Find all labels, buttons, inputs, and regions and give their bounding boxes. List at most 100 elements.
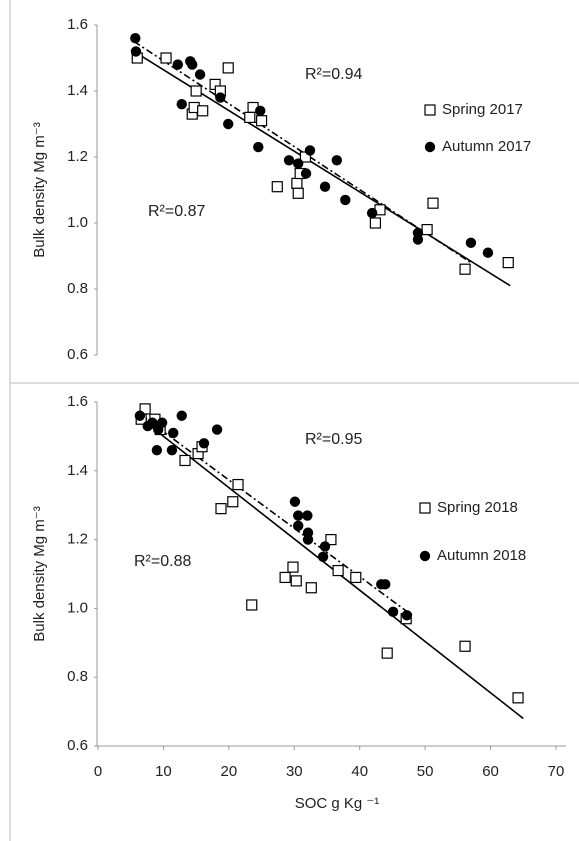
point — [421, 224, 433, 236]
annotation: R²=0.88 — [134, 553, 191, 570]
point — [381, 647, 393, 659]
x-axis-label: SOC g Kg ⁻¹ — [295, 795, 380, 812]
x-tick-label: 10 — [155, 763, 172, 780]
y-tick-label: 0.8 — [67, 280, 88, 297]
point — [290, 575, 302, 587]
point — [512, 692, 524, 704]
point — [279, 571, 291, 584]
point — [302, 510, 313, 521]
point — [179, 454, 191, 467]
y-tick-label: 1.6 — [67, 393, 88, 410]
trendline — [136, 411, 413, 616]
point — [292, 187, 304, 199]
point — [387, 606, 399, 618]
point — [232, 478, 244, 491]
point — [176, 99, 187, 110]
x-tick-label: 50 — [417, 763, 434, 780]
point — [427, 197, 439, 209]
point — [332, 564, 344, 577]
x-tick-label: 0 — [94, 763, 102, 780]
point — [130, 33, 141, 44]
point — [293, 510, 304, 521]
y-axis-label: Bulk density Mg m⁻³ — [31, 122, 48, 257]
legend-label: Autumn 2017 — [442, 138, 531, 155]
point — [369, 217, 382, 229]
point — [289, 496, 301, 507]
point — [302, 534, 314, 545]
point — [151, 444, 163, 456]
x-tick-label: 40 — [351, 763, 368, 780]
legend-marker — [419, 502, 431, 514]
annotation: R²=0.95 — [305, 431, 362, 448]
legend-label: Spring 2017 — [442, 101, 523, 118]
point — [293, 520, 304, 532]
point — [198, 438, 210, 449]
point — [215, 503, 227, 515]
point — [215, 92, 226, 103]
y-tick-label: 1.4 — [67, 462, 88, 479]
point — [227, 496, 239, 508]
point — [283, 155, 295, 166]
point — [134, 410, 146, 421]
point — [459, 640, 471, 652]
point — [255, 115, 268, 127]
point — [187, 59, 198, 70]
y-tick-label: 0.6 — [67, 346, 88, 363]
legend-marker — [419, 550, 431, 562]
y-tick-label: 1.2 — [67, 148, 88, 165]
point — [340, 194, 351, 206]
point — [255, 105, 266, 117]
point — [319, 541, 331, 552]
point — [459, 263, 471, 275]
x-tick-label: 60 — [482, 763, 499, 780]
point — [194, 69, 206, 80]
y-axis-label: Bulk density Mg m⁻³ — [31, 506, 48, 641]
point — [465, 237, 477, 248]
point — [130, 46, 142, 57]
x-tick-label: 30 — [286, 763, 303, 780]
point — [160, 52, 172, 64]
y-tick-label: 0.6 — [67, 737, 88, 754]
point — [380, 579, 391, 590]
legend-marker — [424, 141, 436, 153]
annotation: R²=0.87 — [148, 203, 205, 220]
point — [197, 105, 209, 117]
point — [223, 118, 234, 130]
legend-label: Autumn 2018 — [437, 547, 526, 564]
point — [287, 561, 299, 573]
point — [168, 427, 179, 439]
y-tick-label: 1.2 — [67, 531, 88, 548]
point — [211, 424, 223, 435]
point — [412, 234, 424, 245]
trendline — [133, 50, 511, 287]
point — [190, 85, 202, 97]
point — [366, 207, 378, 219]
y-tick-label: 1.0 — [67, 599, 88, 616]
point — [253, 141, 264, 153]
point — [317, 551, 329, 562]
x-tick-label: 20 — [221, 763, 238, 780]
point — [482, 247, 494, 258]
y-tick-label: 0.8 — [67, 668, 88, 685]
point — [147, 417, 158, 428]
legend-label: Spring 2018 — [437, 499, 518, 516]
point — [304, 145, 316, 156]
point — [222, 62, 234, 74]
point — [325, 533, 337, 546]
x-tick-label: 70 — [548, 763, 565, 780]
point — [246, 599, 258, 611]
trendline — [136, 415, 524, 720]
point — [166, 444, 178, 456]
annotation: R²=0.94 — [305, 66, 362, 83]
point — [331, 155, 343, 166]
point — [319, 181, 331, 192]
point — [293, 158, 304, 169]
y-tick-label: 1.0 — [67, 214, 88, 231]
point — [300, 168, 312, 179]
point — [172, 59, 184, 70]
point — [176, 410, 187, 421]
point — [350, 571, 362, 584]
point — [401, 610, 413, 621]
y-tick-label: 1.6 — [67, 16, 88, 33]
point — [271, 181, 283, 193]
